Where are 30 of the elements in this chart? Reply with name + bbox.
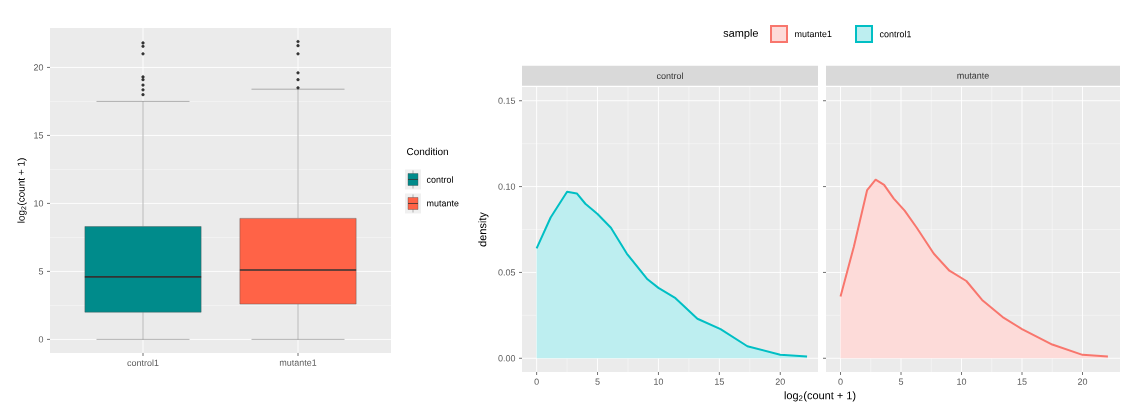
x-axis-title: log$_{2}$(count + 1) bbox=[784, 391, 856, 402]
legend-title: sample bbox=[723, 28, 758, 40]
x-tick-label: 5 bbox=[595, 378, 600, 385]
chart-title: control bbox=[656, 72, 683, 80]
legend-label: control1 bbox=[879, 30, 911, 38]
y-tick-label: 20 bbox=[33, 64, 44, 71]
x-tick-label: 0 bbox=[838, 378, 843, 385]
y-tick-label: 5 bbox=[38, 268, 44, 275]
legend-label: control bbox=[426, 176, 453, 183]
x-tick-label: 10 bbox=[654, 378, 664, 385]
legend-label: mutante1 bbox=[795, 30, 832, 38]
y-tick-label: 10 bbox=[34, 200, 44, 207]
x-tick-label: 10 bbox=[957, 378, 967, 385]
x-tick-label: 5 bbox=[898, 378, 904, 385]
legend-title: Condition bbox=[407, 147, 448, 156]
y-tick-label: 15 bbox=[34, 132, 44, 139]
y-tick-label: 0 bbox=[38, 336, 44, 343]
y-tick-label: 0.00 bbox=[498, 355, 516, 362]
chart-title: mutante bbox=[957, 72, 989, 79]
x-tick-label: 15 bbox=[715, 378, 724, 385]
y-tick-label: 0.15 bbox=[498, 97, 516, 104]
y-tick-label: 0.10 bbox=[498, 183, 516, 190]
x-tick-label: 20 bbox=[775, 378, 785, 385]
legend-label: mutante bbox=[427, 200, 459, 207]
x-tick-label: 15 bbox=[1017, 378, 1027, 385]
x-tick-label: 20 bbox=[1077, 378, 1088, 385]
y-tick-label: 0.05 bbox=[498, 269, 516, 276]
x-tick-label: 0 bbox=[534, 378, 539, 385]
y-axis-title: log$_{2}$(count + 1) bbox=[17, 158, 27, 223]
y-axis-title: density bbox=[478, 212, 489, 247]
